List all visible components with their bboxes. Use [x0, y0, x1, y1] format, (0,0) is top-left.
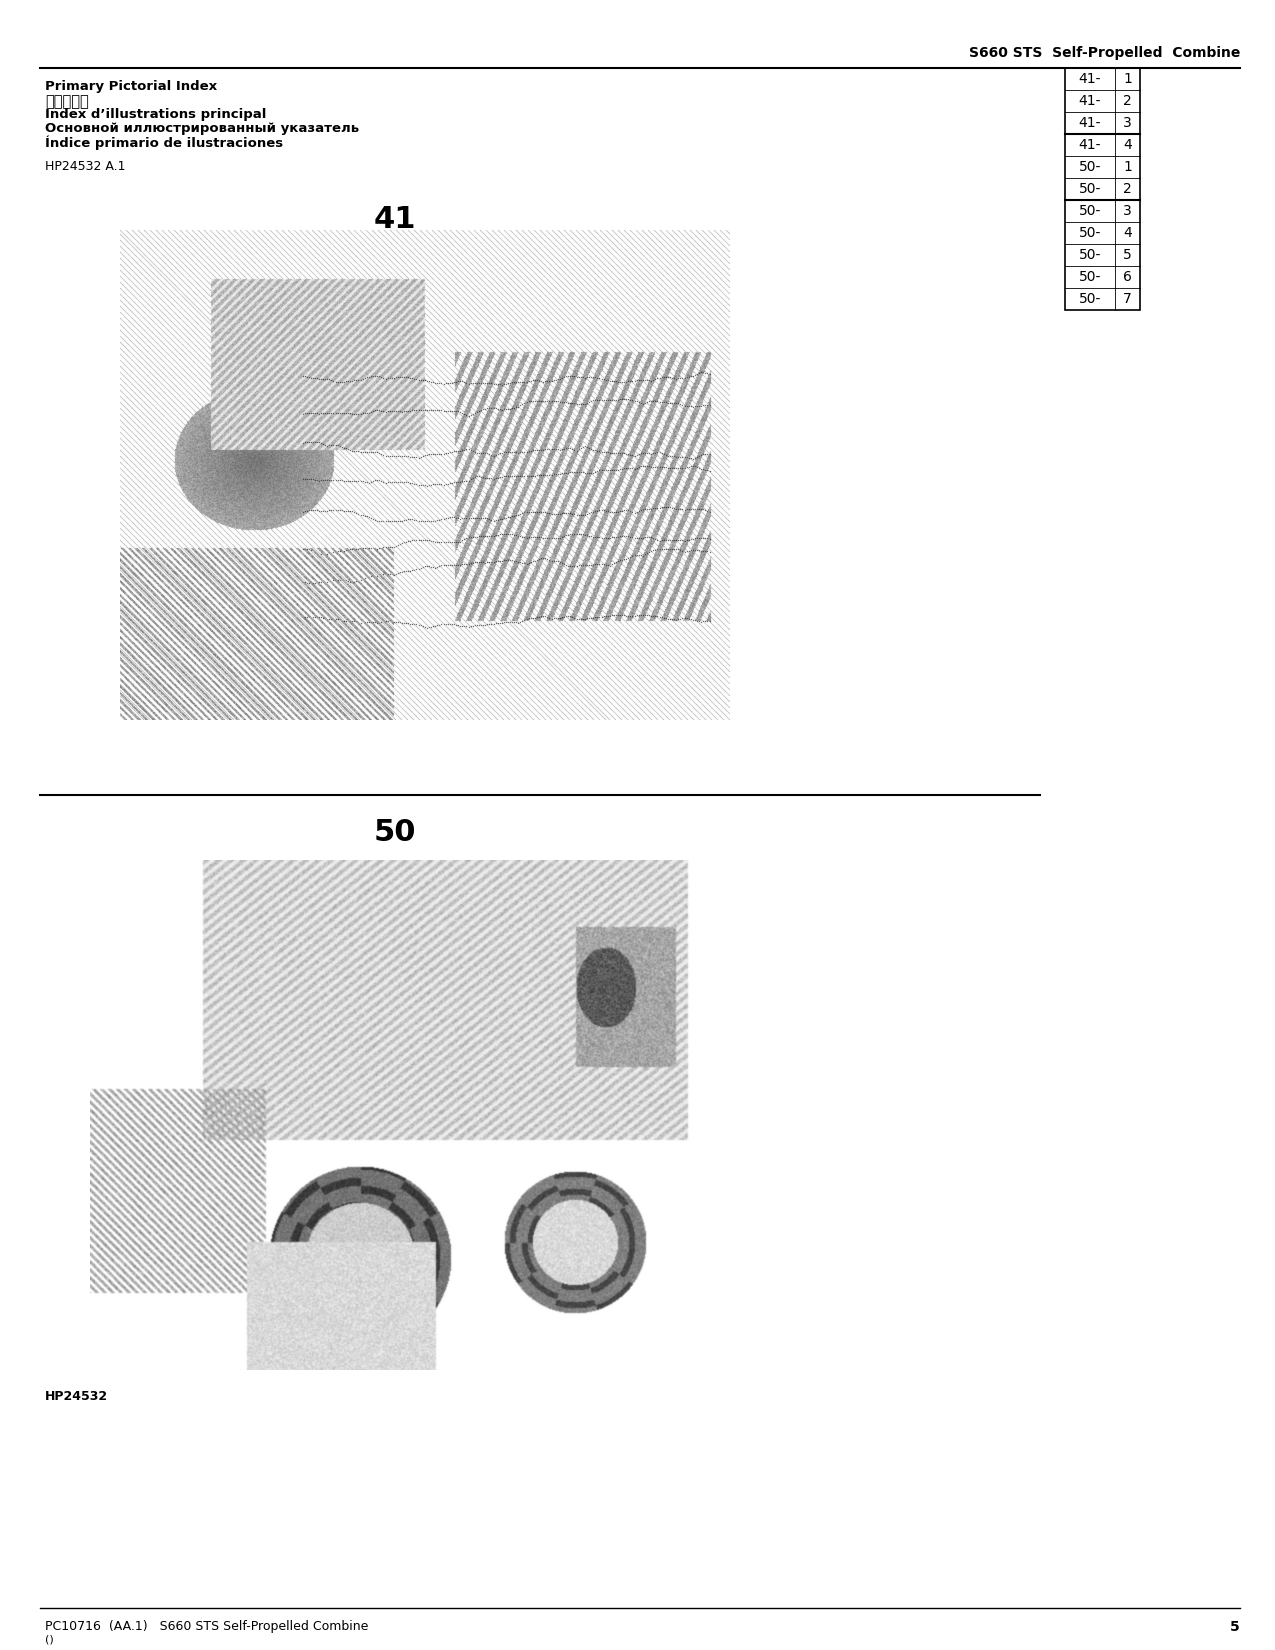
Text: 41-: 41-	[1079, 94, 1102, 107]
Text: HP24532: HP24532	[45, 1389, 108, 1402]
Bar	[1065, 68, 1140, 310]
Text: S660 STS  Self-Propelled  Combine: S660 STS Self-Propelled Combine	[969, 46, 1241, 59]
Text: 50: 50	[374, 818, 416, 846]
Text: Основной иллюстрированный указатель: Основной иллюстрированный указатель	[45, 122, 360, 135]
Text: 4: 4	[1123, 226, 1132, 239]
Text: 6: 6	[1123, 271, 1132, 284]
Text: HP24532 A.1: HP24532 A.1	[45, 160, 125, 173]
Text: 3: 3	[1123, 205, 1132, 218]
Text: 2: 2	[1123, 94, 1132, 107]
Text: 50-: 50-	[1079, 160, 1102, 173]
Text: 1: 1	[1123, 160, 1132, 173]
Text: 41: 41	[374, 205, 416, 234]
Text: 50-: 50-	[1079, 271, 1102, 284]
Text: 5: 5	[1230, 1620, 1241, 1634]
Text: 4: 4	[1123, 139, 1132, 152]
Text: 50-: 50-	[1079, 205, 1102, 218]
Text: 41-: 41-	[1079, 139, 1102, 152]
Text: Primary Pictorial Index: Primary Pictorial Index	[45, 79, 217, 92]
Text: 主图形索引: 主图形索引	[45, 94, 89, 109]
Text: 1: 1	[1123, 73, 1132, 86]
Text: 50-: 50-	[1079, 248, 1102, 262]
Text: 2: 2	[1123, 182, 1132, 196]
Text: (): ()	[45, 1634, 54, 1643]
Text: 50-: 50-	[1079, 226, 1102, 239]
Text: PC10716  (AA.1)   S660 STS Self-Propelled Combine: PC10716 (AA.1) S660 STS Self-Propelled C…	[45, 1620, 368, 1634]
Text: 50-: 50-	[1079, 182, 1102, 196]
Text: Índice primario de ilustraciones: Índice primario de ilustraciones	[45, 135, 283, 150]
Text: 5: 5	[1123, 248, 1132, 262]
Text: Index d’illustrations principal: Index d’illustrations principal	[45, 107, 266, 120]
Text: 50-: 50-	[1079, 292, 1102, 305]
Text: 41-: 41-	[1079, 73, 1102, 86]
Text: 3: 3	[1123, 116, 1132, 130]
Text: 7: 7	[1123, 292, 1132, 305]
Text: 41-: 41-	[1079, 116, 1102, 130]
